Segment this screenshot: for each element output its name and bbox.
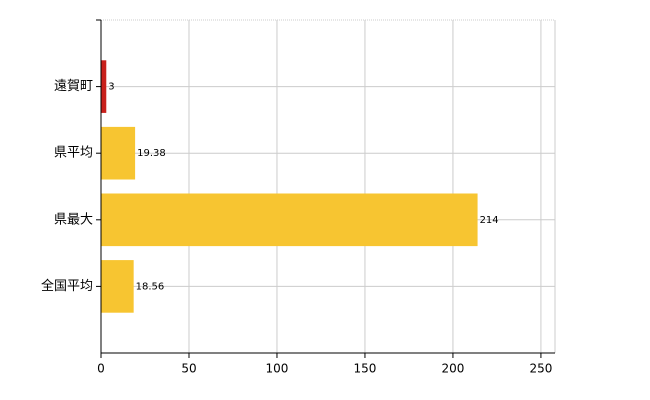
bar bbox=[101, 60, 107, 113]
y-tick-label: 遠賀町 bbox=[54, 79, 93, 94]
bar bbox=[101, 126, 136, 180]
bar bbox=[101, 260, 134, 313]
x-tick-label: 0 bbox=[97, 362, 105, 376]
y-tick-label: 全国平均 bbox=[41, 278, 93, 294]
value-label: 19.38 bbox=[137, 148, 166, 159]
x-tick-label: 50 bbox=[181, 362, 196, 376]
y-tick-label: 県最大 bbox=[54, 212, 93, 227]
value-label: 3 bbox=[108, 82, 114, 93]
x-tick-label: 100 bbox=[266, 362, 289, 376]
bar bbox=[101, 193, 478, 247]
value-label: 214 bbox=[480, 215, 499, 226]
y-tick-label: 県平均 bbox=[54, 146, 93, 161]
x-tick-label: 200 bbox=[441, 362, 464, 376]
value-label: 18.56 bbox=[136, 281, 165, 292]
x-tick-label: 150 bbox=[354, 362, 377, 376]
x-tick-label: 250 bbox=[529, 362, 552, 376]
